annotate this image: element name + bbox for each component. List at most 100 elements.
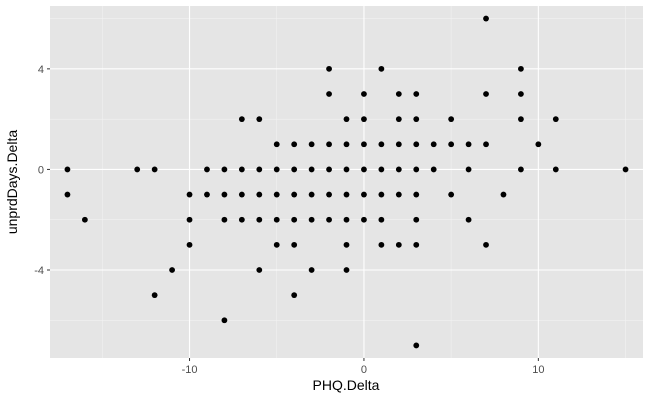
- data-point: [465, 141, 472, 148]
- data-point: [535, 141, 542, 148]
- y-tick-label: -4: [34, 265, 44, 277]
- data-point: [343, 116, 350, 123]
- data-point: [395, 141, 402, 148]
- data-point: [465, 216, 472, 223]
- data-point: [518, 65, 524, 72]
- data-point: [343, 141, 350, 148]
- data-point: [134, 166, 141, 173]
- data-point: [308, 191, 315, 198]
- x-tick-label: 0: [361, 364, 367, 376]
- data-point: [552, 166, 559, 173]
- data-point: [169, 267, 175, 273]
- x-tick-label: 10: [532, 364, 544, 376]
- data-point: [448, 191, 455, 198]
- data-point: [256, 191, 263, 198]
- data-point: [308, 141, 315, 148]
- data-point: [238, 116, 245, 123]
- data-point: [465, 166, 472, 173]
- data-point: [273, 191, 280, 198]
- data-point: [291, 241, 298, 248]
- x-axis-ticks: -10 0 10: [182, 358, 544, 376]
- data-point: [326, 141, 332, 148]
- data-point: [273, 241, 280, 248]
- data-point: [500, 191, 507, 198]
- data-point: [378, 191, 385, 198]
- data-point: [343, 267, 350, 273]
- data-point: [291, 292, 298, 299]
- y-tick-label: 4: [38, 64, 44, 76]
- data-point: [326, 216, 332, 223]
- data-point: [448, 141, 455, 148]
- plot-panel: [50, 6, 643, 358]
- data-point: [361, 191, 367, 198]
- data-point: [378, 216, 385, 223]
- data-point: [413, 91, 420, 97]
- data-point: [343, 216, 350, 223]
- data-point: [395, 241, 402, 248]
- data-point: [308, 267, 315, 273]
- data-point: [273, 141, 280, 148]
- data-point: [395, 191, 402, 198]
- data-point: [430, 141, 437, 148]
- data-point: [413, 241, 420, 248]
- x-axis-title: PHQ.Delta: [313, 377, 380, 393]
- data-point: [186, 216, 193, 223]
- data-point: [238, 216, 245, 223]
- data-point: [395, 116, 402, 123]
- data-point: [378, 65, 385, 72]
- data-point: [483, 91, 489, 97]
- y-axis-ticks: -4 0 4: [34, 64, 50, 277]
- data-point: [413, 191, 420, 198]
- data-point: [256, 216, 263, 223]
- data-point: [483, 241, 489, 248]
- data-point: [273, 166, 280, 173]
- data-point: [291, 166, 298, 173]
- data-point: [483, 15, 489, 22]
- data-point: [291, 191, 298, 198]
- data-point: [413, 141, 420, 148]
- data-point: [361, 91, 367, 97]
- data-point: [448, 116, 455, 123]
- data-point: [343, 241, 350, 248]
- data-point: [378, 166, 385, 173]
- data-point: [483, 141, 489, 148]
- data-point: [343, 191, 350, 198]
- data-point: [413, 216, 420, 223]
- data-point: [622, 166, 629, 173]
- data-point: [378, 141, 385, 148]
- data-point: [204, 191, 210, 198]
- data-point: [256, 116, 263, 123]
- data-point: [552, 116, 559, 123]
- data-point: [64, 191, 71, 198]
- data-point: [204, 166, 210, 173]
- data-point: [256, 267, 263, 273]
- x-tick-label: -10: [182, 364, 198, 376]
- data-point: [378, 241, 385, 248]
- data-point: [326, 65, 332, 72]
- data-point: [308, 216, 315, 223]
- data-point: [221, 216, 228, 223]
- data-point: [64, 166, 71, 173]
- data-point: [413, 342, 420, 349]
- y-tick-label: 0: [38, 164, 44, 176]
- data-point: [221, 191, 228, 198]
- data-point: [518, 91, 524, 97]
- data-point: [186, 241, 193, 248]
- data-point: [518, 166, 524, 173]
- y-axis-title: unprdDays.Delta: [4, 130, 20, 234]
- data-point: [518, 116, 524, 123]
- data-point: [238, 191, 245, 198]
- data-point: [238, 166, 245, 173]
- data-point: [81, 216, 88, 223]
- data-point: [326, 191, 332, 198]
- data-point: [291, 141, 298, 148]
- data-point: [273, 216, 280, 223]
- data-point: [395, 166, 402, 173]
- data-point: [395, 91, 402, 97]
- data-point: [186, 191, 193, 198]
- data-point: [413, 116, 420, 123]
- data-point: [151, 166, 158, 173]
- data-point: [343, 166, 350, 173]
- data-point: [413, 166, 420, 173]
- data-point: [361, 141, 367, 148]
